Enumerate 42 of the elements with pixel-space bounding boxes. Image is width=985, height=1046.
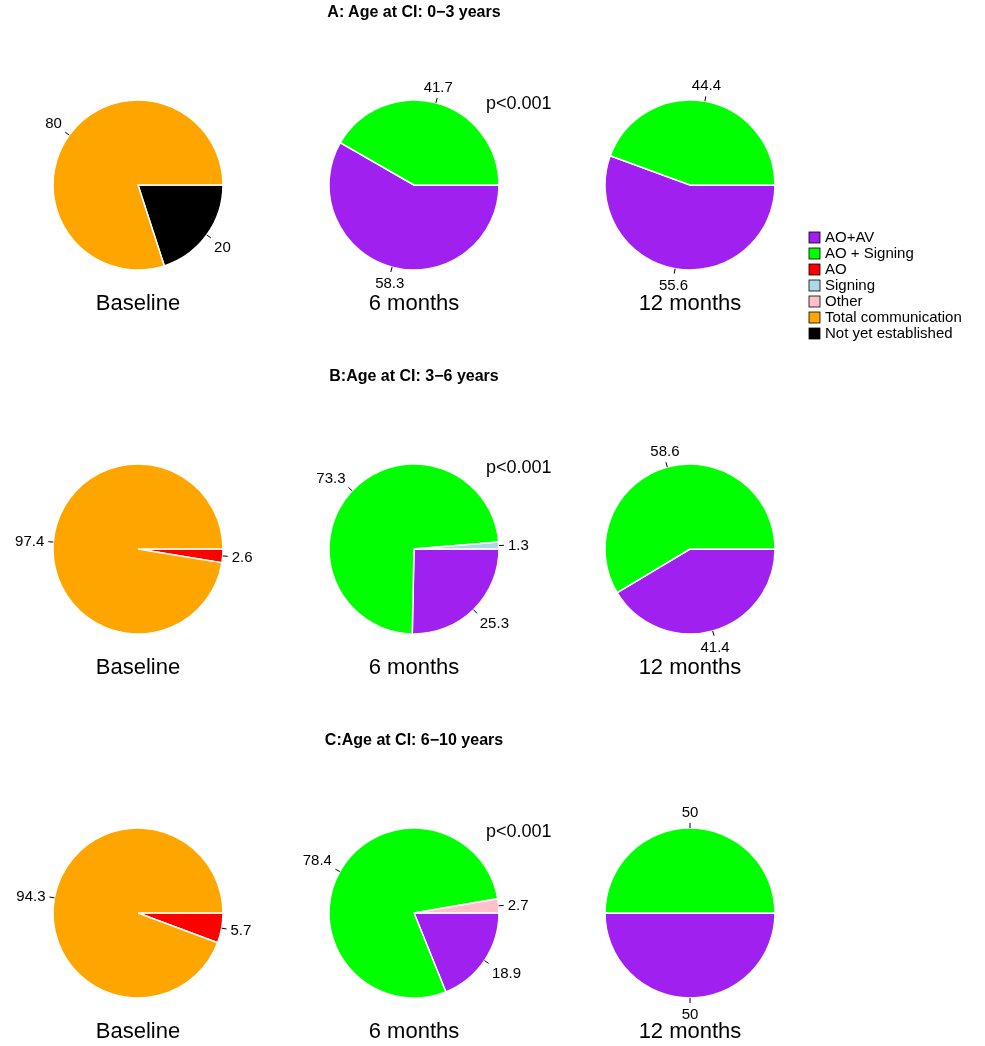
- text: p<0.001: [486, 821, 552, 841]
- data-label: 55.6: [658, 275, 689, 293]
- text: Baseline: [95, 654, 181, 679]
- legend-label: AO + Signing: [825, 244, 914, 261]
- data-label: 20: [214, 238, 231, 256]
- legend-label: Signing: [825, 276, 876, 293]
- data-label: 80: [45, 113, 62, 131]
- text: 6 months: [368, 1018, 460, 1043]
- data-label: 73.3: [316, 468, 346, 486]
- text: 12 months: [638, 290, 742, 315]
- legend-label: Other: [825, 292, 863, 309]
- legend-label: Not yet established: [825, 324, 953, 341]
- data-label: 78.4: [302, 851, 332, 869]
- text: 6 months: [368, 654, 460, 679]
- data-label: 5.7: [230, 920, 252, 938]
- chart-title: A: Age at CI: 0−3 years: [327, 3, 501, 20]
- pie-slice: [52, 827, 224, 999]
- data-label: 50: [681, 803, 699, 820]
- legend-label: Total communication: [825, 308, 962, 325]
- data-label: 58.3: [375, 273, 405, 291]
- text: Baseline: [95, 1018, 181, 1043]
- text: 6 months: [368, 290, 460, 315]
- data-label: 18.9: [491, 963, 522, 981]
- data-label: 2.7: [507, 896, 529, 914]
- data-label: 58.6: [650, 442, 680, 460]
- text: p<0.001: [486, 457, 552, 477]
- text: p<0.001: [486, 93, 552, 113]
- chart-title: C:Age at CI: 6−10 years: [324, 731, 504, 748]
- data-label: 25.3: [479, 614, 509, 632]
- data-label: 44.4: [691, 76, 722, 94]
- legend-label: AO: [825, 260, 847, 277]
- data-label: 41.4: [700, 637, 730, 655]
- legend-label: AO+AV: [825, 228, 875, 245]
- text: Baseline: [95, 290, 181, 315]
- data-label: 41.7: [423, 78, 453, 96]
- text: 12 months: [638, 654, 742, 679]
- data-label: 97.4: [15, 532, 45, 550]
- pie-slice: [52, 463, 224, 635]
- chart-title: B:Age at CI: 3−6 years: [329, 367, 499, 384]
- data-label: 2.6: [231, 547, 253, 565]
- data-label: 94.3: [16, 887, 46, 905]
- data-label: 1.3: [507, 536, 529, 554]
